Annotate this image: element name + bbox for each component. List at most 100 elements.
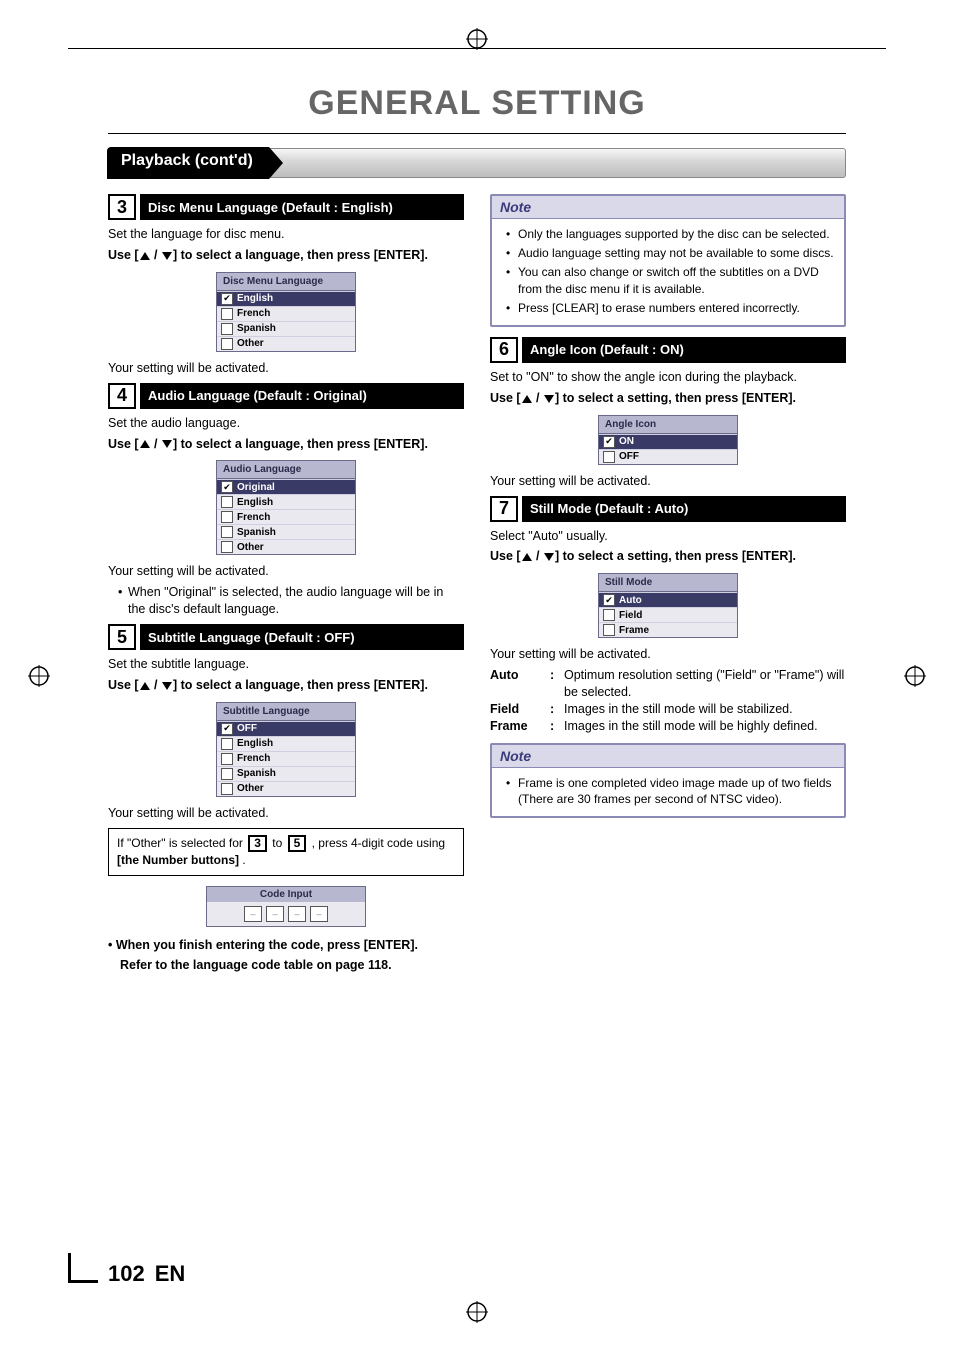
note-item: Audio language setting may not be availa… (510, 245, 834, 261)
page-num: 102 (108, 1261, 145, 1286)
menu-option[interactable]: Field (599, 607, 737, 622)
txt-bold: [the Number buttons] (117, 853, 239, 867)
note-item: Press [CLEAR] to erase numbers entered i… (510, 300, 834, 316)
down-arrow-icon (162, 252, 172, 260)
txt: Use [ (108, 437, 139, 451)
option-label: Spanish (237, 768, 276, 779)
menu-option[interactable]: Original (217, 479, 355, 494)
code-cell[interactable]: – (288, 906, 306, 922)
register-mark-right (904, 665, 926, 687)
menu-option[interactable]: French (217, 751, 355, 766)
other-code-note: If "Other" is selected for 3 to 5 , pres… (108, 828, 464, 876)
txt: / (533, 549, 543, 563)
page-lang: EN (155, 1261, 186, 1286)
txt: Use [ (490, 391, 521, 405)
checkbox-icon (221, 526, 233, 538)
txt: / (151, 678, 161, 692)
menu-option[interactable]: French (217, 306, 355, 321)
checkbox-icon (221, 783, 233, 795)
menu-option[interactable]: Auto (599, 592, 737, 607)
still-mode-menu: Still Mode Auto Field Frame (598, 573, 738, 638)
code-cell[interactable]: – (244, 906, 262, 922)
step-number: 5 (108, 624, 136, 650)
txt: / (151, 437, 161, 451)
code-cell[interactable]: – (266, 906, 284, 922)
txt: , press 4-digit code using (312, 836, 445, 850)
menu-option[interactable]: Frame (599, 622, 737, 637)
checkbox-icon (221, 308, 233, 320)
menu-option[interactable]: English (217, 736, 355, 751)
menu-title: Still Mode (599, 574, 737, 592)
up-arrow-icon (140, 440, 150, 448)
step6-use: Use [ / ] to select a setting, then pres… (490, 390, 846, 407)
menu-option[interactable]: Spanish (217, 321, 355, 336)
option-label: ON (619, 436, 634, 447)
checkbox-icon (603, 451, 615, 463)
colon: : (550, 667, 556, 701)
step-title: Subtitle Language (Default : OFF) (140, 624, 464, 650)
option-label: OFF (237, 723, 257, 734)
checkbox-icon (221, 768, 233, 780)
step7-header: 7 Still Mode (Default : Auto) (490, 496, 846, 522)
menu-option[interactable]: French (217, 509, 355, 524)
subtitle-language-menu: Subtitle Language OFF English French Spa… (216, 702, 356, 797)
menu-option[interactable]: English (217, 291, 355, 306)
txt: / (533, 391, 543, 405)
option-label: Spanish (237, 527, 276, 538)
angle-icon-menu: Angle Icon ON OFF (598, 415, 738, 465)
note-item: Only the languages supported by the disc… (510, 226, 834, 242)
txt: Use [ (108, 248, 139, 262)
menu-option[interactable]: English (217, 494, 355, 509)
menu-option[interactable]: OFF (599, 449, 737, 464)
page-corner-mark (68, 1253, 98, 1283)
note-item: You can also change or switch off the su… (510, 264, 834, 296)
register-mark-top (466, 28, 488, 50)
up-arrow-icon (140, 682, 150, 690)
step5-header: 5 Subtitle Language (Default : OFF) (108, 624, 464, 650)
def-key: Auto (490, 667, 542, 701)
step4-use: Use [ / ] to select a language, then pre… (108, 436, 464, 453)
note-box-1: Note Only the languages supported by the… (490, 194, 846, 327)
checkbox-icon (221, 753, 233, 765)
finish-line1: • When you finish entering the code, pre… (108, 937, 464, 954)
note-title: Note (492, 745, 844, 768)
txt: Use [ (108, 678, 139, 692)
menu-option[interactable]: Spanish (217, 524, 355, 539)
note-box-2: Note Frame is one completed video image … (490, 743, 846, 818)
menu-option[interactable]: Spanish (217, 766, 355, 781)
checkbox-icon (221, 338, 233, 350)
step5-use: Use [ / ] to select a language, then pre… (108, 677, 464, 694)
menu-option[interactable]: Other (217, 336, 355, 351)
def-key: Frame (490, 718, 542, 735)
menu-option[interactable]: Other (217, 539, 355, 554)
left-column: 3 Disc Menu Language (Default : English)… (108, 188, 464, 978)
def-val: Optimum resolution setting ("Field" or "… (564, 667, 846, 701)
code-title: Code Input (207, 887, 365, 902)
checkbox-icon (221, 723, 233, 735)
option-label: English (237, 738, 273, 749)
step7-after: Your setting will be activated. (490, 646, 846, 663)
checkbox-icon (603, 624, 615, 636)
step6-after: Your setting will be activated. (490, 473, 846, 490)
txt: ] to select a language, then press [ENTE… (173, 437, 428, 451)
colon: : (550, 701, 556, 718)
option-label: English (237, 497, 273, 508)
register-mark-bottom (466, 1301, 488, 1323)
disc-menu-language-menu: Disc Menu Language English French Spanis… (216, 272, 356, 352)
menu-title: Subtitle Language (217, 703, 355, 721)
menu-option[interactable]: ON (599, 434, 737, 449)
audio-language-menu: Audio Language Original English French S… (216, 460, 356, 555)
option-label: Frame (619, 625, 649, 636)
checkbox-icon (221, 541, 233, 553)
code-cell[interactable]: – (310, 906, 328, 922)
menu-option[interactable]: OFF (217, 721, 355, 736)
down-arrow-icon (544, 395, 554, 403)
txt: ] to select a language, then press [ENTE… (173, 678, 428, 692)
inline-step-ref: 3 (248, 835, 267, 853)
checkbox-icon (603, 594, 615, 606)
step-title: Angle Icon (Default : ON) (522, 337, 846, 363)
checkbox-icon (221, 738, 233, 750)
menu-option[interactable]: Other (217, 781, 355, 796)
top-rule (68, 48, 886, 49)
step-number: 3 (108, 194, 136, 220)
